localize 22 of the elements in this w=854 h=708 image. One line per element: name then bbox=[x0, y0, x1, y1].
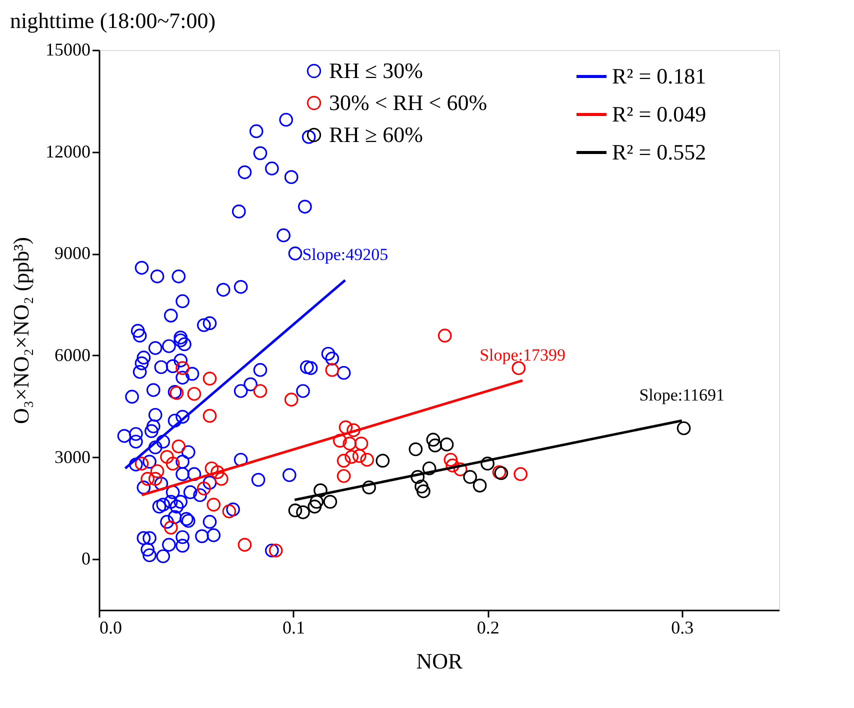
x-tick-label: 0.2 bbox=[476, 618, 500, 638]
y-tick-label: 12000 bbox=[46, 141, 90, 162]
annotation: Slope:49205 bbox=[302, 245, 388, 264]
chart-title: nighttime (18:00~7:00) bbox=[10, 8, 216, 33]
legend-label: RH ≥ 60% bbox=[329, 122, 423, 147]
x-tick-label: 0.3 bbox=[671, 618, 694, 638]
y-axis-title: O₃×NO₂×NO₂ (ppb³) bbox=[8, 236, 34, 424]
legend-label: RH ≤ 30% bbox=[329, 58, 423, 83]
legend-label: R² = 0.552 bbox=[612, 140, 706, 164]
x-tick-label: 0.0 bbox=[100, 618, 122, 638]
legend-label: R² = 0.181 bbox=[612, 64, 706, 88]
y-tick-label: 6000 bbox=[54, 344, 90, 365]
legend-label: R² = 0.049 bbox=[612, 102, 706, 126]
y-tick-label: 9000 bbox=[54, 243, 90, 264]
y-tick-label: 3000 bbox=[54, 446, 90, 467]
annotation: Slope:11691 bbox=[639, 386, 725, 405]
x-tick-label: 0.1 bbox=[282, 618, 306, 638]
legend-label: 30% < RH < 60% bbox=[329, 90, 488, 115]
y-tick-label: 15000 bbox=[46, 40, 90, 60]
x-axis-title: NOR bbox=[416, 648, 464, 674]
y-tick-label: 0 bbox=[82, 548, 90, 569]
annotation: Slope:17399 bbox=[480, 346, 566, 364]
